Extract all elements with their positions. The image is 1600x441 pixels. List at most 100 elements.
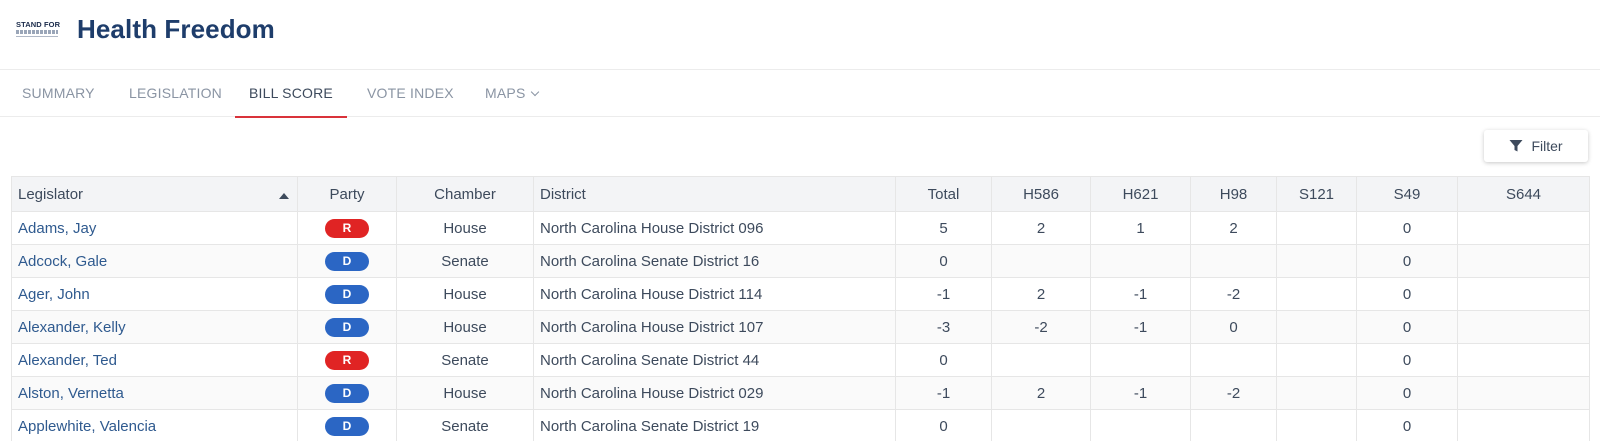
score-cell-h98: 2 bbox=[1190, 211, 1277, 245]
score-cell-h98: 0 bbox=[1190, 310, 1277, 344]
score-cell-s121 bbox=[1276, 409, 1357, 441]
column-header-s644[interactable]: S644 bbox=[1457, 176, 1590, 212]
party-badge: D bbox=[325, 416, 369, 436]
district-cell: North Carolina House District 096 bbox=[533, 211, 896, 245]
logo-underline bbox=[16, 36, 58, 37]
chevron-down-icon bbox=[531, 87, 540, 97]
district-cell: North Carolina House District 029 bbox=[533, 376, 896, 410]
table-row[interactable]: Alexander, Kelly D House North Carolina … bbox=[11, 310, 1590, 344]
column-header-h98[interactable]: H98 bbox=[1190, 176, 1277, 212]
column-header-s121[interactable]: S121 bbox=[1276, 176, 1357, 212]
score-cell-s644 bbox=[1457, 409, 1590, 441]
score-cell-s121 bbox=[1276, 343, 1357, 377]
column-header-h621[interactable]: H621 bbox=[1090, 176, 1191, 212]
table-row[interactable]: Alston, Vernetta D House North Carolina … bbox=[11, 376, 1590, 410]
score-cell-h621 bbox=[1090, 244, 1191, 278]
legislator-link[interactable]: Applewhite, Valencia bbox=[18, 417, 157, 435]
tab-legislation[interactable]: LEGISLATION bbox=[129, 70, 222, 117]
score-cell-s644 bbox=[1457, 211, 1590, 245]
logo[interactable]: STAND FOR bbox=[16, 21, 60, 39]
column-header-h586[interactable]: H586 bbox=[991, 176, 1091, 212]
score-cell-h586: 2 bbox=[991, 376, 1091, 410]
score-cell-h586: 2 bbox=[991, 277, 1091, 311]
score-cell-h621 bbox=[1090, 409, 1191, 441]
filter-button[interactable]: Filter bbox=[1484, 130, 1588, 162]
score-cell-s49: 0 bbox=[1356, 310, 1458, 344]
score-cell-h621: 1 bbox=[1090, 211, 1191, 245]
score-cell-s644 bbox=[1457, 277, 1590, 311]
legislator-link[interactable]: Adcock, Gale bbox=[18, 252, 108, 270]
score-cell-s121 bbox=[1276, 211, 1357, 245]
chamber-cell: House bbox=[396, 310, 534, 344]
tab-vote-index[interactable]: VOTE INDEX bbox=[367, 70, 454, 117]
party-badge: D bbox=[325, 383, 369, 403]
score-cell-h621: -1 bbox=[1090, 277, 1191, 311]
legislator-link[interactable]: Alston, Vernetta bbox=[18, 384, 124, 402]
legislator-link[interactable]: Alexander, Ted bbox=[18, 351, 117, 369]
table-row[interactable]: Alexander, Ted R Senate North Carolina S… bbox=[11, 343, 1590, 377]
page-title: Health Freedom bbox=[77, 14, 275, 44]
column-header-party[interactable]: Party bbox=[297, 176, 397, 212]
score-cell-h621: -1 bbox=[1090, 310, 1191, 344]
score-cell-s121 bbox=[1276, 244, 1357, 278]
tab-maps[interactable]: MAPS bbox=[485, 70, 540, 117]
funnel-icon bbox=[1509, 140, 1523, 152]
total-cell: -1 bbox=[895, 277, 992, 311]
score-cell-s121 bbox=[1276, 310, 1357, 344]
chamber-cell: Senate bbox=[396, 244, 534, 278]
table-row[interactable]: Adams, Jay R House North Carolina House … bbox=[11, 211, 1590, 245]
logo-text: STAND FOR bbox=[16, 20, 61, 29]
column-header-chamber[interactable]: Chamber bbox=[396, 176, 534, 212]
chamber-cell: Senate bbox=[396, 409, 534, 441]
score-cell-h98: -2 bbox=[1190, 376, 1277, 410]
sort-ascending-icon bbox=[279, 192, 289, 199]
total-cell: -3 bbox=[895, 310, 992, 344]
tab-label: LEGISLATION bbox=[129, 85, 222, 101]
legislator-link[interactable]: Ager, John bbox=[18, 285, 90, 303]
party-badge: D bbox=[325, 284, 369, 304]
table-row[interactable]: Adcock, Gale D Senate North Carolina Sen… bbox=[11, 244, 1590, 278]
score-cell-h98: -2 bbox=[1190, 277, 1277, 311]
district-cell: North Carolina Senate District 44 bbox=[533, 343, 896, 377]
district-cell: North Carolina House District 114 bbox=[533, 277, 896, 311]
column-header-total[interactable]: Total bbox=[895, 176, 992, 212]
score-cell-s49: 0 bbox=[1356, 277, 1458, 311]
district-cell: North Carolina Senate District 19 bbox=[533, 409, 896, 441]
tab-bar: SUMMARY LEGISLATION BILL SCORE VOTE INDE… bbox=[0, 70, 1600, 118]
bill-score-table: Legislator Party Chamber District Total … bbox=[11, 176, 1590, 441]
score-cell-h98 bbox=[1190, 244, 1277, 278]
score-cell-s644 bbox=[1457, 376, 1590, 410]
column-header-district[interactable]: District bbox=[533, 176, 896, 212]
score-cell-s644 bbox=[1457, 310, 1590, 344]
score-cell-h98 bbox=[1190, 343, 1277, 377]
score-cell-h98 bbox=[1190, 409, 1277, 441]
score-cell-s49: 0 bbox=[1356, 343, 1458, 377]
legislator-link[interactable]: Adams, Jay bbox=[18, 219, 97, 237]
score-cell-h586 bbox=[991, 244, 1091, 278]
total-cell: -1 bbox=[895, 376, 992, 410]
column-header-legislator[interactable]: Legislator bbox=[11, 176, 298, 212]
table-row[interactable]: Applewhite, Valencia D Senate North Caro… bbox=[11, 409, 1590, 441]
tab-summary[interactable]: SUMMARY bbox=[22, 70, 95, 117]
score-cell-s644 bbox=[1457, 244, 1590, 278]
score-cell-h586 bbox=[991, 409, 1091, 441]
total-cell: 5 bbox=[895, 211, 992, 245]
legislator-link[interactable]: Alexander, Kelly bbox=[18, 318, 126, 336]
tab-label: BILL SCORE bbox=[249, 85, 333, 101]
tab-label: VOTE INDEX bbox=[367, 85, 454, 101]
score-cell-s121 bbox=[1276, 277, 1357, 311]
score-cell-s49: 0 bbox=[1356, 409, 1458, 441]
score-cell-s49: 0 bbox=[1356, 211, 1458, 245]
column-header-s49[interactable]: S49 bbox=[1356, 176, 1458, 212]
score-cell-s644 bbox=[1457, 343, 1590, 377]
score-cell-h621 bbox=[1090, 343, 1191, 377]
filter-label: Filter bbox=[1531, 138, 1563, 154]
table-row[interactable]: Ager, John D House North Carolina House … bbox=[11, 277, 1590, 311]
score-cell-h586: 2 bbox=[991, 211, 1091, 245]
score-cell-s49: 0 bbox=[1356, 376, 1458, 410]
district-cell: North Carolina House District 107 bbox=[533, 310, 896, 344]
tab-label: MAPS bbox=[485, 85, 526, 101]
chamber-cell: Senate bbox=[396, 343, 534, 377]
tab-bill-score[interactable]: BILL SCORE bbox=[235, 70, 347, 118]
app-header: STAND FOR Health Freedom bbox=[0, 0, 1600, 70]
